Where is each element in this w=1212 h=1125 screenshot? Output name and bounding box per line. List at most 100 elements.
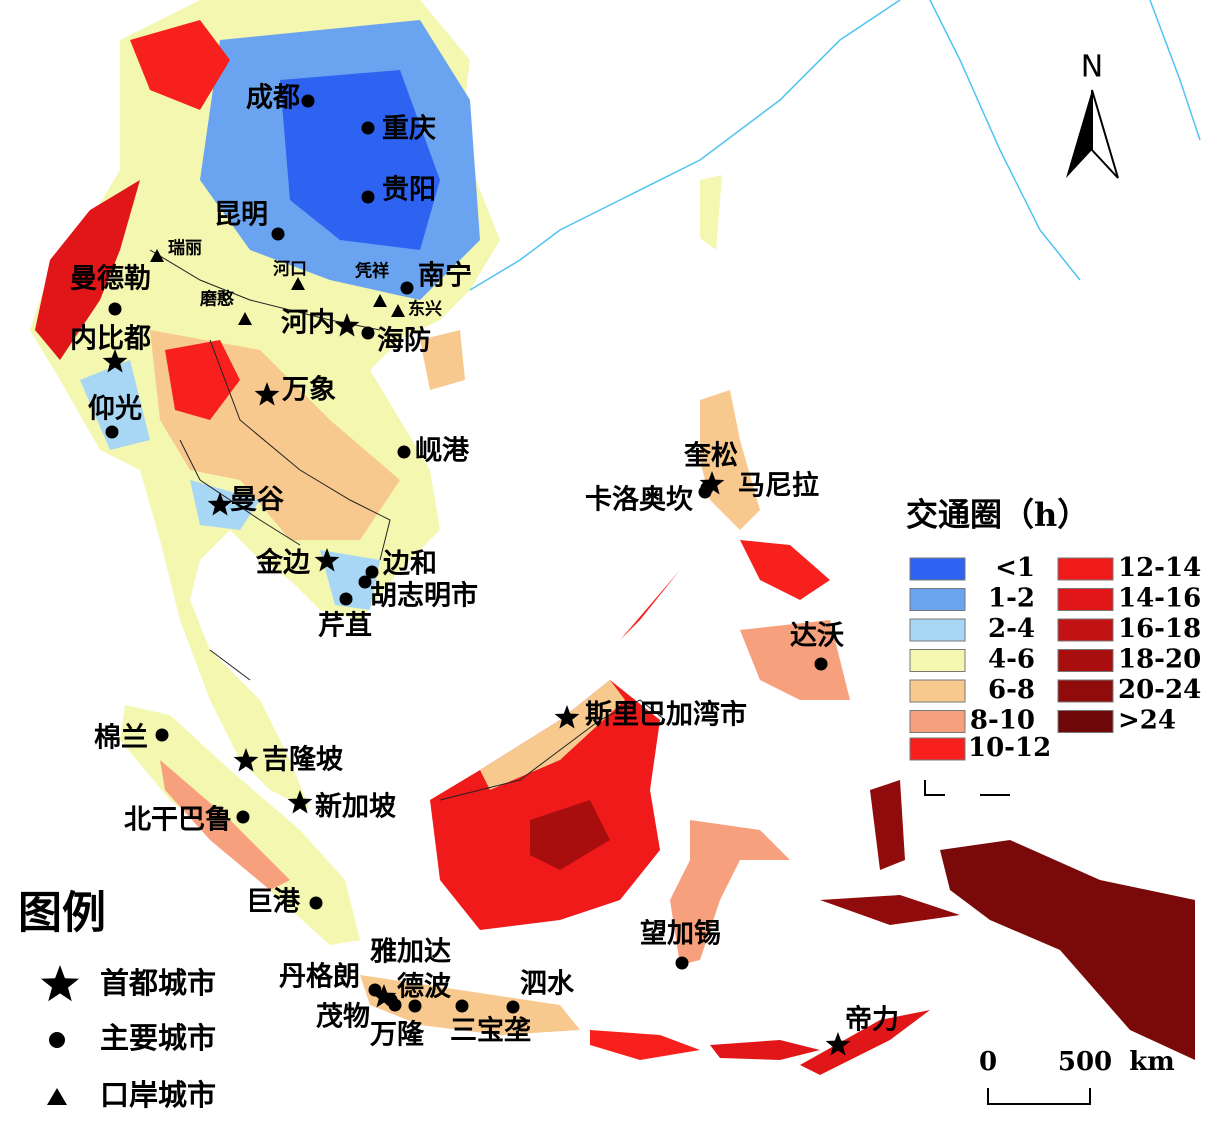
city-marker xyxy=(361,121,375,135)
city-label: 茂物 xyxy=(316,1002,370,1033)
class-label: 20-24 xyxy=(1118,675,1201,705)
class-swatch xyxy=(909,557,966,581)
port-marker xyxy=(291,277,305,290)
land xyxy=(30,0,1195,1075)
class-label: 14-16 xyxy=(1118,584,1201,614)
city-label: 芹苴 xyxy=(318,611,372,642)
class-label: 6-8 xyxy=(988,675,1035,705)
capital-label: 万象 xyxy=(282,374,336,406)
city-label: 海防 xyxy=(377,326,431,357)
city-marker xyxy=(400,281,414,295)
city-label: 胡志明市 xyxy=(370,580,478,612)
coastlines xyxy=(469,0,1201,291)
coast xyxy=(469,0,901,291)
port-marker xyxy=(373,294,387,307)
city-marker xyxy=(155,728,169,742)
capital-marker xyxy=(825,1032,851,1056)
class-swatch xyxy=(909,737,966,761)
scale-bar xyxy=(987,1088,1091,1105)
capital-marker xyxy=(314,548,340,572)
capital-label: 斯里巴加湾市 xyxy=(585,699,747,731)
city-label: 丹格朗 xyxy=(279,962,360,993)
city-label: 巨港 xyxy=(246,887,301,918)
city-marker xyxy=(108,302,122,316)
class-label: >24 xyxy=(1118,706,1176,736)
class-label: 1-2 xyxy=(988,584,1035,614)
borders xyxy=(149,249,666,801)
city-marker xyxy=(358,575,372,589)
city-marker xyxy=(365,565,379,579)
north-arrow xyxy=(1091,89,1119,179)
city-marker xyxy=(698,485,712,499)
capital-label: 河内 xyxy=(281,308,335,339)
border xyxy=(439,699,666,801)
capital-label: 新加坡 xyxy=(315,791,396,823)
class-swatch xyxy=(1057,618,1114,642)
class-swatch xyxy=(909,679,966,703)
class-label: 8-10 xyxy=(970,706,1035,736)
port-label: 瑞丽 xyxy=(168,239,202,259)
city-label: 达沃 xyxy=(790,621,844,652)
region-darkblue xyxy=(280,70,440,250)
class-swatch xyxy=(1057,557,1114,581)
class-label: <1 xyxy=(995,553,1035,583)
region-red xyxy=(165,340,240,420)
city-label: 棉兰 xyxy=(94,723,148,754)
port-label: 东兴 xyxy=(408,299,442,320)
maluku xyxy=(820,895,960,925)
borneo-coast xyxy=(480,680,625,790)
city-label: 昆明 xyxy=(214,200,268,231)
city-marker xyxy=(408,999,422,1013)
city-label: 仰光 xyxy=(88,394,142,425)
border xyxy=(179,439,301,546)
capital-label: 金边 xyxy=(255,547,311,579)
sulawesi xyxy=(670,820,790,965)
legend-title: 图例 xyxy=(18,888,106,939)
capital-marker xyxy=(102,349,128,373)
legend-label: 首都城市 xyxy=(100,966,216,1000)
legend-triangle xyxy=(47,1088,67,1105)
city-marker xyxy=(675,956,689,970)
java xyxy=(360,975,580,1035)
class-swatch xyxy=(909,649,966,672)
class-swatch xyxy=(1057,679,1114,703)
sumatra-red xyxy=(160,760,290,890)
port-marker xyxy=(391,304,405,317)
maluku xyxy=(870,780,905,870)
luzon xyxy=(700,390,760,530)
border xyxy=(209,339,391,561)
capital-label: 帝力 xyxy=(845,1004,899,1036)
class-swatch xyxy=(1057,588,1114,611)
city-marker xyxy=(361,190,375,204)
city-label: 成都 xyxy=(246,83,300,114)
capital-marker xyxy=(207,492,233,516)
borneo-core xyxy=(530,800,610,870)
lesser-sunda xyxy=(710,1040,820,1060)
frame-corner xyxy=(924,780,1010,796)
city-marker xyxy=(368,983,382,997)
class-swatch xyxy=(909,710,966,733)
city-label: 德波 xyxy=(397,972,452,1003)
lesser-sunda xyxy=(590,1030,700,1060)
city-label: 泗水 xyxy=(520,969,575,1000)
class-legend-title: 交通圈（h） xyxy=(906,496,1089,534)
capital-marker xyxy=(334,313,360,337)
capital-marker xyxy=(371,984,397,1008)
class-swatch xyxy=(1057,710,1114,733)
border xyxy=(209,649,251,681)
capital-label: 内比都 xyxy=(70,324,151,355)
sumatra xyxy=(120,705,360,945)
city-label: 贵阳 xyxy=(382,175,436,206)
city-marker xyxy=(301,94,315,108)
class-swatch xyxy=(1057,649,1114,672)
capital-label: 雅加达 xyxy=(370,937,451,968)
city-label: 重庆 xyxy=(382,113,436,145)
capital-marker xyxy=(554,705,580,729)
legend-label: 主要城市 xyxy=(100,1021,216,1055)
capital-label: 马尼拉 xyxy=(738,470,819,502)
city-marker xyxy=(814,657,828,671)
city-marker xyxy=(309,896,323,910)
